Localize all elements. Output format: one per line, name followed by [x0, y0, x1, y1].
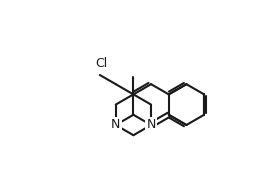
- Text: N: N: [146, 119, 156, 132]
- Text: Cl: Cl: [95, 57, 108, 70]
- Text: N: N: [111, 119, 120, 132]
